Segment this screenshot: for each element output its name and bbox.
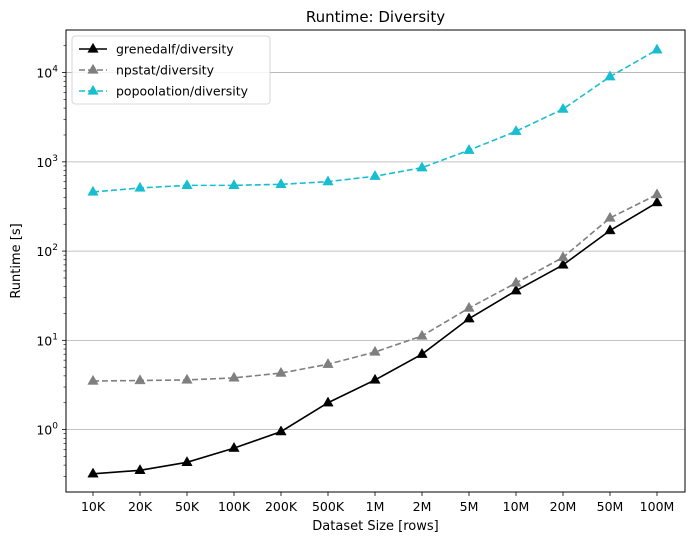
data-point-npstat-diversity-5m [463,301,475,312]
data-point-grenedalf-diversity-1m [369,373,381,384]
chart-title: Runtime: Diversity [306,8,445,26]
data-point-grenedalf-diversity-200k [275,425,287,436]
data-point-popoolation-diversity-200k [275,178,287,188]
x-tick-label-100m: 100M [640,499,675,514]
legend-label: grenedalf/diversity [116,42,234,57]
series-grenedalf-diversity [87,196,663,478]
data-point-grenedalf-diversity-100m [651,196,663,207]
x-tick-label-10k: 10K [81,499,106,514]
data-point-npstat-diversity-50m [604,211,616,222]
y-tick-label: 104 [36,65,58,81]
legend-item-popoolation-diversity: popoolation/diversity [79,84,249,99]
legend-box [71,35,271,105]
x-tick-label-10m: 10M [503,499,530,514]
legend-item-npstat-diversity: npstat/diversity [79,63,215,78]
series-layer [87,43,663,478]
legend-swatch-marker [87,84,99,95]
series-popoolation-diversity [87,43,663,196]
data-point-grenedalf-diversity-500k [322,396,334,407]
data-point-popoolation-diversity-10m [510,125,522,135]
x-tick-label-100k: 100K [218,499,251,514]
legend-swatch-marker [87,42,99,53]
data-point-npstat-diversity-200k [275,366,287,377]
data-point-grenedalf-diversity-10k [87,467,99,478]
x-tick-label-50m: 50M [597,499,624,514]
data-point-grenedalf-diversity-10m [510,284,522,295]
y-tick-label: 102 [36,243,58,259]
legend-label: popoolation/diversity [116,84,249,99]
plot-frame [65,29,686,493]
data-point-npstat-diversity-10k [87,374,99,385]
series-npstat-diversity [87,188,663,385]
data-point-grenedalf-diversity-50k [181,456,193,466]
y-axis-label: Runtime [s] [9,223,24,298]
data-point-popoolation-diversity-100m [651,43,663,54]
legend-item-grenedalf-diversity: grenedalf/diversity [79,42,234,57]
data-point-popoolation-diversity-500k [322,175,334,186]
x-tick-label-500k: 500K [312,499,345,514]
data-point-grenedalf-diversity-50m [604,224,616,235]
y-tick-label: 100 [36,422,58,438]
data-point-npstat-diversity-100m [651,188,663,199]
legend-label: npstat/diversity [116,63,215,78]
x-tick-label-20m: 20M [550,499,577,514]
data-point-npstat-diversity-20m [557,251,569,262]
data-point-npstat-diversity-50k [181,373,193,384]
data-point-npstat-diversity-500k [322,358,334,368]
data-point-popoolation-diversity-20k [134,181,146,192]
x-axis: 10K 20K 50K 100K 200K 500K 1M 2M 5M 10M 20M 50M 100M [81,492,674,514]
x-tick-label-20k: 20K [128,499,153,514]
legend-swatch-marker [87,63,99,74]
x-tick-label-50k: 50K [175,499,200,514]
data-point-popoolation-diversity-1m [369,170,381,180]
data-point-grenedalf-diversity-100k [228,441,240,452]
x-axis-label: Dataset Size [rows] [312,519,438,534]
data-point-grenedalf-diversity-5m [463,312,475,323]
y-axis: 100 101 102 103 104 [36,45,66,477]
data-point-popoolation-diversity-50m [604,70,616,81]
data-point-npstat-diversity-1m [369,345,381,356]
x-tick-label-1m: 1M [366,499,385,514]
data-point-npstat-diversity-2m [416,329,428,340]
data-point-popoolation-diversity-20m [557,102,569,113]
data-point-grenedalf-diversity-20m [557,258,569,269]
data-point-popoolation-diversity-50k [181,179,193,190]
data-point-grenedalf-diversity-20k [134,464,146,474]
x-tick-label-5m: 5M [460,499,479,514]
data-point-popoolation-diversity-2m [416,161,428,172]
x-tick-label-2m: 2M [413,499,432,514]
data-point-npstat-diversity-100k [228,371,240,382]
y-tick-label: 101 [36,332,58,348]
data-point-popoolation-diversity-100k [228,179,240,190]
x-tick-label-200k: 200K [265,499,298,514]
data-point-popoolation-diversity-10k [87,185,99,196]
y-tick-label: 103 [36,154,58,170]
data-point-grenedalf-diversity-2m [416,347,428,358]
data-point-popoolation-diversity-5m [463,144,475,154]
data-point-npstat-diversity-20k [134,374,146,385]
data-point-npstat-diversity-10m [510,276,522,287]
legend: grenedalf/diversity npstat/diversity popoo… [71,35,271,105]
